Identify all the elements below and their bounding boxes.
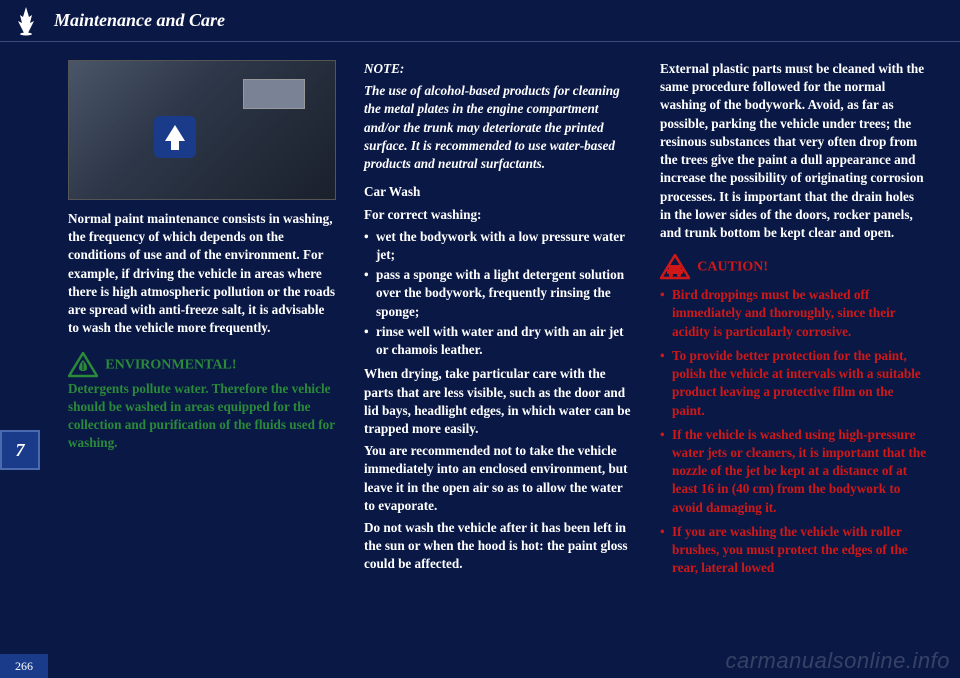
caution-list: Bird droppings must be washed off immedi… — [660, 286, 928, 577]
page-number: 266 — [0, 654, 48, 678]
caution-callout: CAUTION! Bird droppings must be washed o… — [660, 254, 928, 577]
chapter-tab: 7 — [0, 430, 40, 470]
environmental-icon — [68, 352, 98, 378]
list-item: wet the bodywork with a low pressure wat… — [364, 228, 632, 264]
ventilation-paragraph: You are recommended not to take the vehi… — [364, 442, 632, 515]
column-1: Normal paint maintenance consists in was… — [68, 60, 336, 583]
maserati-logo — [12, 5, 40, 37]
maintenance-paragraph: Normal paint maintenance consists in was… — [68, 210, 336, 338]
note-label: NOTE: — [364, 60, 632, 78]
content-area: Normal paint maintenance consists in was… — [0, 42, 960, 593]
car-wash-intro: For correct washing: — [364, 206, 632, 224]
engine-compartment-image — [68, 60, 336, 200]
plastic-parts-paragraph: External plastic parts must be cleaned w… — [660, 60, 928, 242]
column-3: External plastic parts must be cleaned w… — [660, 60, 928, 583]
environmental-label: ENVIRONMENTAL! — [105, 357, 236, 372]
header-title: Maintenance and Care — [54, 10, 225, 31]
list-item: Bird droppings must be washed off immedi… — [660, 286, 928, 341]
environmental-text: Detergents pollute water. Therefore the … — [68, 380, 336, 453]
caution-label: CAUTION! — [697, 260, 768, 275]
list-item: If the vehicle is washed using high-pres… — [660, 426, 928, 517]
watermark-text: carmanualsonline.info — [725, 648, 950, 674]
column-2: NOTE: The use of alcohol-based products … — [364, 60, 632, 583]
list-item: rinse well with water and dry with an ai… — [364, 323, 632, 359]
list-item: If you are washing the vehicle with roll… — [660, 523, 928, 578]
page-header: Maintenance and Care — [0, 0, 960, 42]
list-item: pass a sponge with a light detergent sol… — [364, 266, 632, 321]
wash-steps-list: wet the bodywork with a low pressure wat… — [364, 228, 632, 360]
environmental-callout: ENVIRONMENTAL! Detergents pollute water.… — [68, 352, 336, 453]
car-wash-heading: Car Wash — [364, 183, 632, 201]
arrow-up-badge — [154, 116, 196, 158]
list-item: To provide better protection for the pai… — [660, 347, 928, 420]
drying-paragraph: When drying, take particular care with t… — [364, 365, 632, 438]
caution-icon — [660, 254, 690, 280]
note-text: The use of alcohol-based products for cl… — [364, 82, 632, 173]
hot-hood-paragraph: Do not wash the vehicle after it has bee… — [364, 519, 632, 574]
